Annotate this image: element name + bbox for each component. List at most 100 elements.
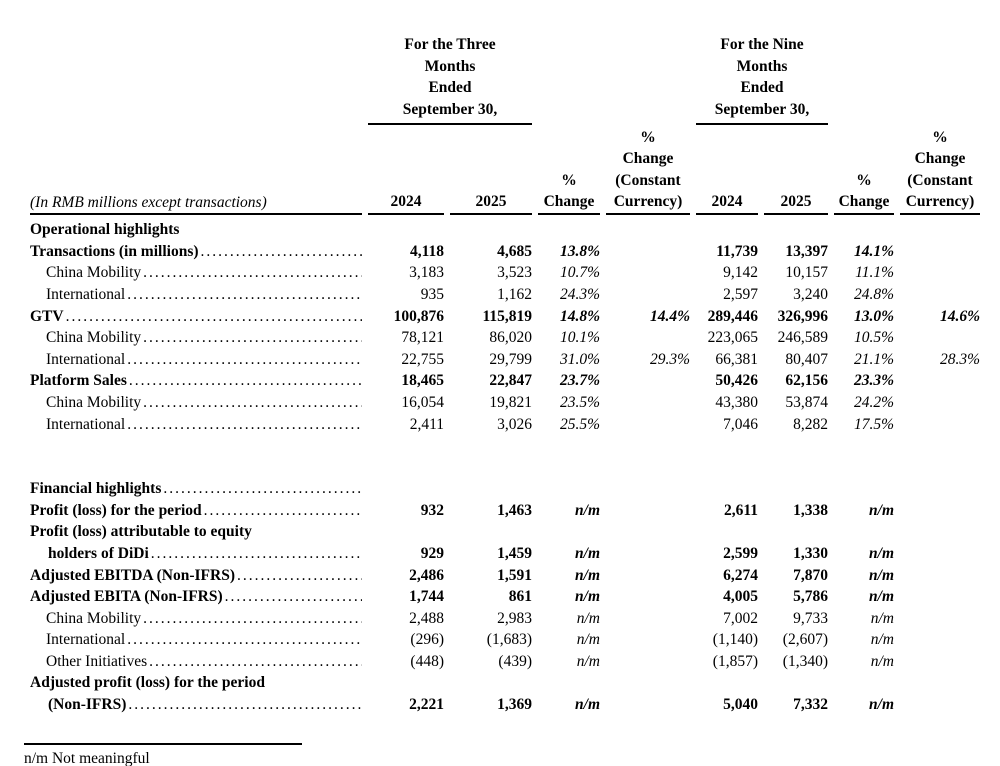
col-header-3m-2025: 2025 bbox=[450, 125, 532, 216]
dot-leader bbox=[201, 241, 362, 263]
empty-cell bbox=[834, 34, 894, 125]
row-label: China Mobility bbox=[30, 392, 362, 414]
cell-value bbox=[900, 651, 980, 673]
row-label-text: China Mobility bbox=[46, 609, 142, 627]
cell-value: 1,744 bbox=[409, 588, 444, 606]
cell-value bbox=[900, 262, 980, 284]
row-label: International bbox=[30, 414, 362, 436]
cell-value: 7,332 bbox=[793, 696, 828, 714]
cell-value: 24.2% bbox=[853, 393, 894, 411]
cell-value: 7,870 bbox=[793, 566, 828, 584]
cell-value bbox=[900, 241, 980, 263]
cell-value: 3,026 bbox=[497, 415, 532, 433]
cell-value bbox=[606, 414, 690, 436]
cell-value: n/m bbox=[575, 501, 600, 519]
row-label: Profit (loss) attributable to equity bbox=[30, 521, 362, 543]
cell-value bbox=[606, 543, 690, 565]
cell-value: 13,397 bbox=[785, 242, 828, 260]
table-body: Operational highlights Transactions (in m… bbox=[30, 215, 980, 715]
row-label-cell: International bbox=[30, 414, 362, 436]
cell-value bbox=[368, 521, 444, 543]
cell-value: 289,446 bbox=[707, 307, 758, 325]
cell-value: 13.0% bbox=[853, 307, 894, 325]
cell-value: 5,786 bbox=[793, 588, 828, 606]
cell-value: 4,118 bbox=[409, 242, 444, 260]
dot-leader bbox=[163, 478, 362, 500]
cell-value: 11,739 bbox=[716, 242, 758, 260]
row-label-cell: Adjusted profit (loss) for the period bbox=[30, 672, 362, 694]
row-label-text: GTV bbox=[30, 307, 64, 325]
cell-value: 66,381 bbox=[715, 350, 758, 368]
period-group-header-row: For the Three Months Ended September 30,… bbox=[30, 34, 980, 125]
col-header-9m-pct-change: % Change bbox=[834, 125, 894, 216]
row-label-text: China Mobility bbox=[46, 264, 142, 282]
cell-value bbox=[900, 284, 980, 306]
cell-value bbox=[606, 327, 690, 349]
dot-leader bbox=[143, 392, 362, 414]
cell-value: 115,819 bbox=[482, 307, 532, 325]
dot-leader bbox=[127, 414, 362, 436]
cell-value: n/m bbox=[870, 609, 894, 627]
row-label-cell: Operational highlights bbox=[30, 215, 362, 241]
cell-value bbox=[606, 262, 690, 284]
cell-value: 23.7% bbox=[559, 372, 600, 390]
cell-value bbox=[606, 215, 690, 241]
cell-value: 86,020 bbox=[489, 329, 532, 347]
cell-value: 6,274 bbox=[723, 566, 758, 584]
cell-value: 3,183 bbox=[409, 264, 444, 282]
col-header-9m-2024: 2024 bbox=[696, 125, 758, 216]
row-label-text: Operational highlights bbox=[30, 221, 180, 239]
cell-value: 29.3% bbox=[649, 350, 690, 368]
row-label-text: holders of DiDi bbox=[48, 544, 149, 562]
cell-value: 29,799 bbox=[489, 350, 532, 368]
cell-value bbox=[606, 500, 690, 522]
cell-value: 3,240 bbox=[793, 285, 828, 303]
cell-value: 21.1% bbox=[853, 350, 894, 368]
col-header-9m-pct-change-constant-currency: % Change (Constant Currency) bbox=[900, 125, 980, 216]
cell-value: (1,857) bbox=[712, 652, 758, 670]
dot-leader bbox=[149, 651, 362, 673]
cell-value bbox=[606, 565, 690, 587]
cell-value bbox=[606, 284, 690, 306]
cell-value bbox=[764, 215, 828, 241]
cell-value: 18,465 bbox=[401, 372, 444, 390]
table-row: Other Initiatives (448) (439) n/m (1,857) (1,… bbox=[30, 651, 980, 673]
dot-leader bbox=[143, 262, 362, 284]
cell-value bbox=[450, 521, 532, 543]
row-label-text: International bbox=[46, 415, 126, 433]
cell-value: 10.1% bbox=[559, 329, 600, 347]
cell-value: 17.5% bbox=[853, 415, 894, 433]
dot-leader bbox=[129, 370, 362, 392]
cell-value bbox=[368, 215, 444, 241]
cell-value bbox=[696, 478, 758, 500]
cell-value: 4,685 bbox=[497, 242, 532, 260]
cell-value bbox=[900, 327, 980, 349]
row-label-text: Profit (loss) attributable to equity bbox=[30, 523, 252, 541]
cell-value bbox=[900, 608, 980, 630]
table-row: Transactions (in millions) 4,118 4,685 13.8… bbox=[30, 241, 980, 263]
cell-value: 25.5% bbox=[559, 415, 600, 433]
cell-value: n/m bbox=[576, 609, 600, 627]
table-row: GTV 100,876 115,819 14.8% 14.4% 289,446 326,99… bbox=[30, 306, 980, 328]
row-label-cell: GTV bbox=[30, 306, 362, 328]
cell-value: 11.1% bbox=[855, 264, 894, 282]
dot-leader bbox=[237, 565, 362, 587]
row-label-cell: (Non-IFRS) bbox=[30, 694, 362, 716]
row-label-text: International bbox=[46, 350, 126, 368]
cell-value: n/m bbox=[576, 631, 600, 649]
cell-value bbox=[696, 215, 758, 241]
table-row: International 2,411 3,026 25.5% 7,046 8,282 17… bbox=[30, 414, 980, 436]
cell-value bbox=[606, 478, 690, 500]
cell-value bbox=[606, 392, 690, 414]
cell-value: 1,162 bbox=[497, 285, 532, 303]
cell-value: 2,486 bbox=[409, 566, 444, 584]
row-label: Operational highlights bbox=[30, 219, 362, 241]
cell-value bbox=[538, 672, 600, 694]
row-label: Adjusted profit (loss) for the period bbox=[30, 672, 362, 694]
row-label-cell: Adjusted EBITA (Non-IFRS) bbox=[30, 586, 362, 608]
cell-value: 43,380 bbox=[715, 393, 758, 411]
row-label-cell: International bbox=[30, 629, 362, 651]
cell-value: 24.8% bbox=[853, 285, 894, 303]
cell-value bbox=[450, 215, 532, 241]
